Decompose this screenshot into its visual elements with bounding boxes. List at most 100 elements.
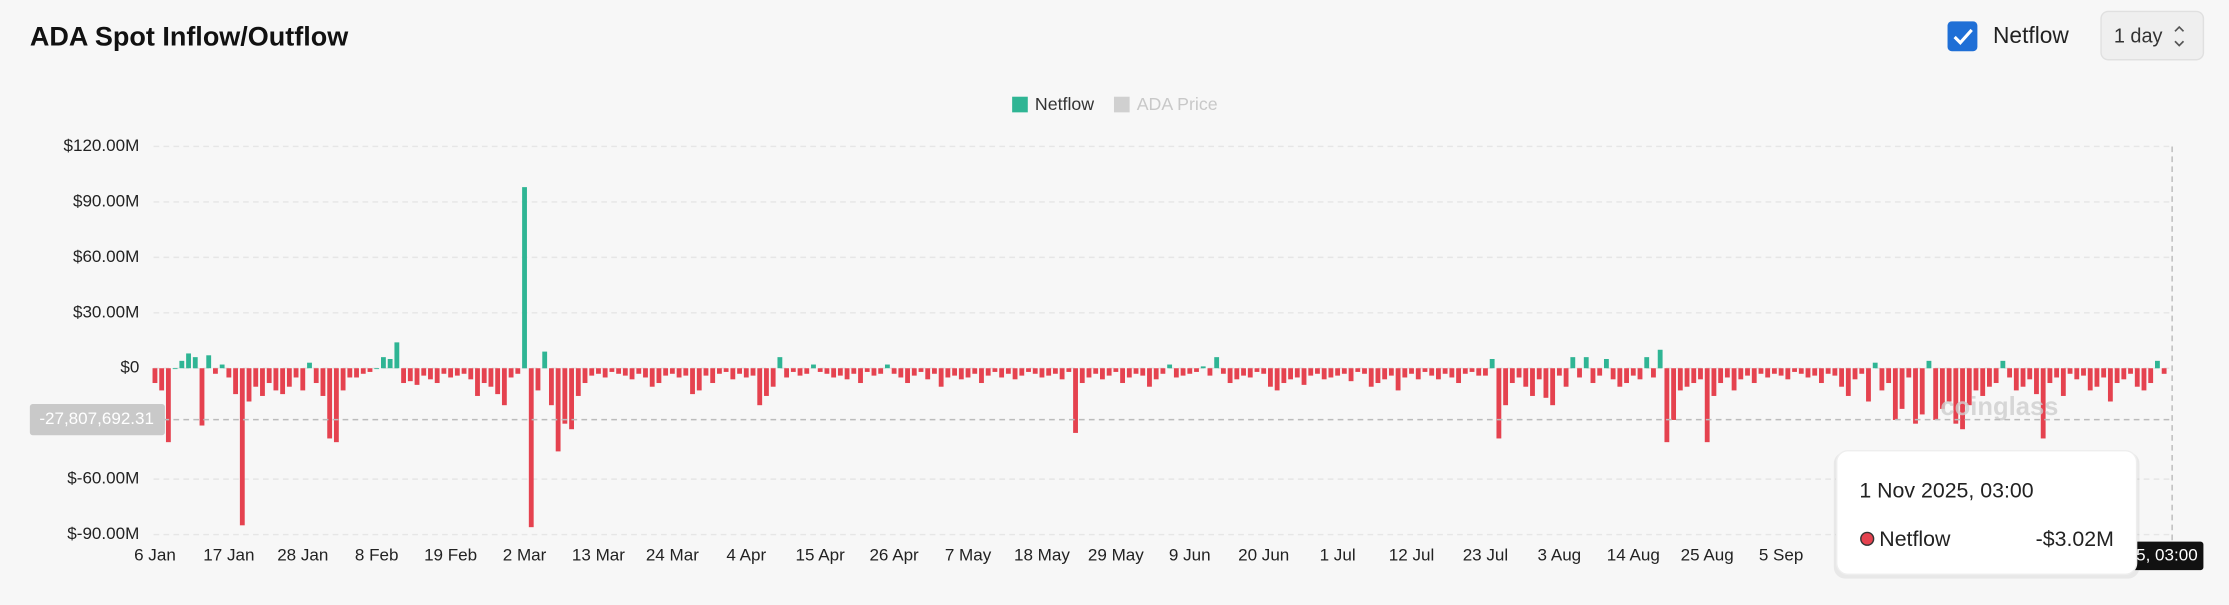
bar (1247, 368, 1253, 378)
bar (2040, 368, 2046, 439)
bar (844, 368, 850, 380)
bar (932, 368, 937, 374)
interval-label[interactable]: 1 day (2114, 25, 2163, 47)
bar (1059, 368, 1065, 380)
bar (213, 368, 218, 374)
bar (1724, 368, 1730, 378)
bar (1617, 368, 1623, 387)
bar (1126, 368, 1132, 378)
bar (1066, 368, 1072, 372)
bar (1456, 368, 1461, 384)
bar (1308, 368, 1314, 376)
bar (723, 368, 729, 372)
bar (1926, 360, 1932, 369)
bar (1825, 368, 1831, 374)
bar (327, 368, 333, 439)
bar (313, 368, 319, 384)
bar (1241, 368, 1246, 376)
x-tick-label: 3 Aug (1538, 545, 1582, 564)
bar (770, 368, 776, 387)
bar (1435, 368, 1441, 380)
bar (421, 368, 427, 376)
checkmark (1953, 28, 1973, 45)
bar (1214, 357, 1220, 369)
bar (1462, 368, 1468, 374)
bar (750, 368, 756, 376)
bar (837, 368, 843, 376)
bar (1194, 368, 1199, 372)
x-tick-label: 19 Feb (424, 545, 477, 564)
y-tick-label: $-90.00M (67, 524, 139, 543)
bar (186, 353, 191, 369)
interval-select[interactable] (2100, 10, 2205, 61)
x-tick-label: 26 Apr (869, 545, 919, 564)
bar (2148, 368, 2154, 384)
bar (616, 368, 622, 374)
bar (179, 360, 185, 369)
bar (1778, 368, 1784, 376)
bar (1691, 368, 1697, 384)
bar (1637, 368, 1643, 380)
bar (1261, 368, 1267, 374)
x-tick-label: 15 Apr (796, 545, 846, 564)
bar (192, 357, 198, 369)
bar (790, 368, 796, 372)
bar (1550, 368, 1556, 406)
bar (1422, 368, 1428, 372)
bar (1368, 368, 1374, 387)
bar (582, 368, 588, 384)
bar (1563, 368, 1569, 387)
bar (501, 368, 507, 406)
bar (703, 368, 709, 376)
bar (528, 368, 534, 528)
x-tick-label: 2 Mar (503, 545, 547, 564)
x-tick-label: 25 Aug (1681, 545, 1734, 564)
bar (669, 368, 675, 374)
bar (1160, 368, 1166, 374)
bar (407, 368, 413, 382)
bar (381, 357, 386, 369)
bar (1832, 368, 1838, 376)
bar (1711, 368, 1717, 396)
bar (1120, 368, 1126, 384)
bar (743, 368, 749, 378)
bar (1503, 368, 1509, 406)
page-title: ADA Spot Inflow/Outflow (30, 22, 349, 52)
bar (226, 368, 232, 378)
bar (253, 368, 259, 387)
bar (260, 368, 265, 396)
x-tick-label: 24 Mar (646, 545, 699, 564)
bar (1509, 368, 1515, 384)
bar (340, 368, 346, 391)
bar (1603, 358, 1609, 369)
checkbox-label[interactable]: Netflow (1993, 22, 2069, 48)
bar (1335, 368, 1341, 376)
bar (2034, 368, 2039, 395)
checkbox[interactable] (1947, 21, 1978, 52)
bar (629, 368, 635, 380)
bar (508, 368, 514, 378)
bar (1879, 368, 1885, 391)
bar (1657, 349, 1663, 369)
bar (2047, 368, 2053, 384)
bar (1845, 368, 1851, 396)
plot: $120.00M $90.00M $60.00M $30.00M $0 $-60.00M $… (63, 136, 2173, 564)
bar (219, 364, 225, 369)
crosshair-y-box (29, 403, 165, 436)
bar (1671, 368, 1677, 420)
bar (683, 368, 689, 376)
crosshair-y-label: -27,807,692.31 (39, 409, 154, 428)
bar (1254, 368, 1260, 372)
bar (2013, 368, 2019, 391)
watermark: coinglass (1940, 393, 2058, 421)
bar (2007, 368, 2013, 378)
bar (952, 368, 958, 376)
bar (656, 368, 662, 384)
bar (2094, 368, 2100, 387)
bar (1718, 368, 1724, 384)
x-tick-label: 12 Jul (1389, 545, 1435, 564)
select-arrows (2174, 25, 2185, 47)
bar (1765, 368, 1771, 378)
x-tick-label: 17 Jan (203, 545, 254, 564)
bar (2081, 368, 2086, 376)
